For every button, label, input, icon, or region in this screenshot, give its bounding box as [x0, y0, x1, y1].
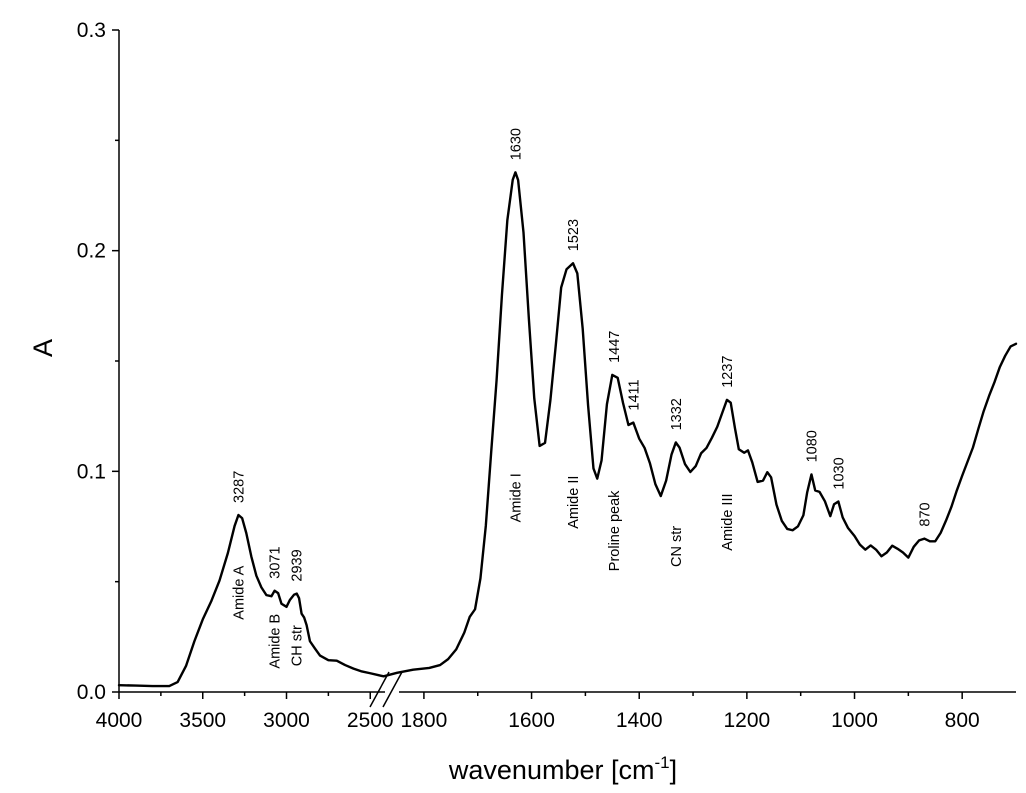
spectrum-line: [117, 171, 1018, 688]
peak-label: 1447: [607, 331, 623, 363]
peak-label: 1630: [508, 128, 524, 160]
x-axis-title-close: ]: [670, 755, 678, 785]
band-label: Amide III: [720, 493, 736, 550]
x-tick-label: 3000: [263, 709, 310, 732]
peak-label: 1523: [566, 219, 582, 251]
band-label: Amide A: [231, 565, 247, 619]
y-tick-label: 0.2: [77, 240, 106, 263]
axis-break-mark-right: [382, 671, 403, 708]
y-axis-title: A: [28, 339, 58, 357]
x-tick-label: 2500: [347, 709, 394, 732]
band-label: Proline peak: [607, 490, 623, 571]
peak-label: 2939: [290, 549, 306, 581]
band-label: Amide II: [566, 476, 582, 529]
x-axis-title-main: wavenumber [cm: [448, 755, 655, 785]
band-label: CH str: [290, 625, 306, 666]
peak-label: 1080: [805, 430, 821, 462]
peak-label: 3287: [231, 471, 247, 503]
peak-label: 1411: [626, 379, 642, 410]
y-tick-label: 0.0: [77, 681, 106, 704]
x-axis-title-superscript: -1: [654, 753, 669, 772]
y-tick-label: 0.3: [77, 19, 106, 42]
x-tick-label: 1600: [508, 709, 555, 732]
axis-break-mark-left: [369, 671, 390, 708]
peak-label: 1332: [669, 398, 685, 430]
x-tick-label: 1800: [401, 709, 448, 732]
x-tick-label: 3500: [179, 709, 226, 732]
peak-label: 1237: [720, 356, 736, 388]
peak-label: 3071: [268, 546, 284, 578]
band-label: Amide I: [508, 473, 524, 522]
band-label: Amide B: [268, 614, 284, 669]
x-tick-label: 1400: [616, 709, 663, 732]
x-tick-label: 1200: [724, 709, 771, 732]
ticks: 0.0 0.1 0.2 0.3 4000 3500 3000 2500 1800 1600 1400…: [77, 19, 980, 732]
x-tick-label: 1000: [831, 709, 878, 732]
axes: [118, 30, 1016, 708]
y-tick-label: 0.1: [77, 460, 106, 483]
series: [117, 171, 1018, 688]
x-tick-label: 800: [945, 709, 980, 732]
x-axis-title: wavenumber [cm-1]: [448, 753, 677, 785]
band-label: CN str: [669, 526, 685, 567]
peak-label: 1030: [831, 457, 847, 489]
peak-label: 870: [918, 502, 934, 526]
x-tick-label: 4000: [96, 709, 143, 732]
